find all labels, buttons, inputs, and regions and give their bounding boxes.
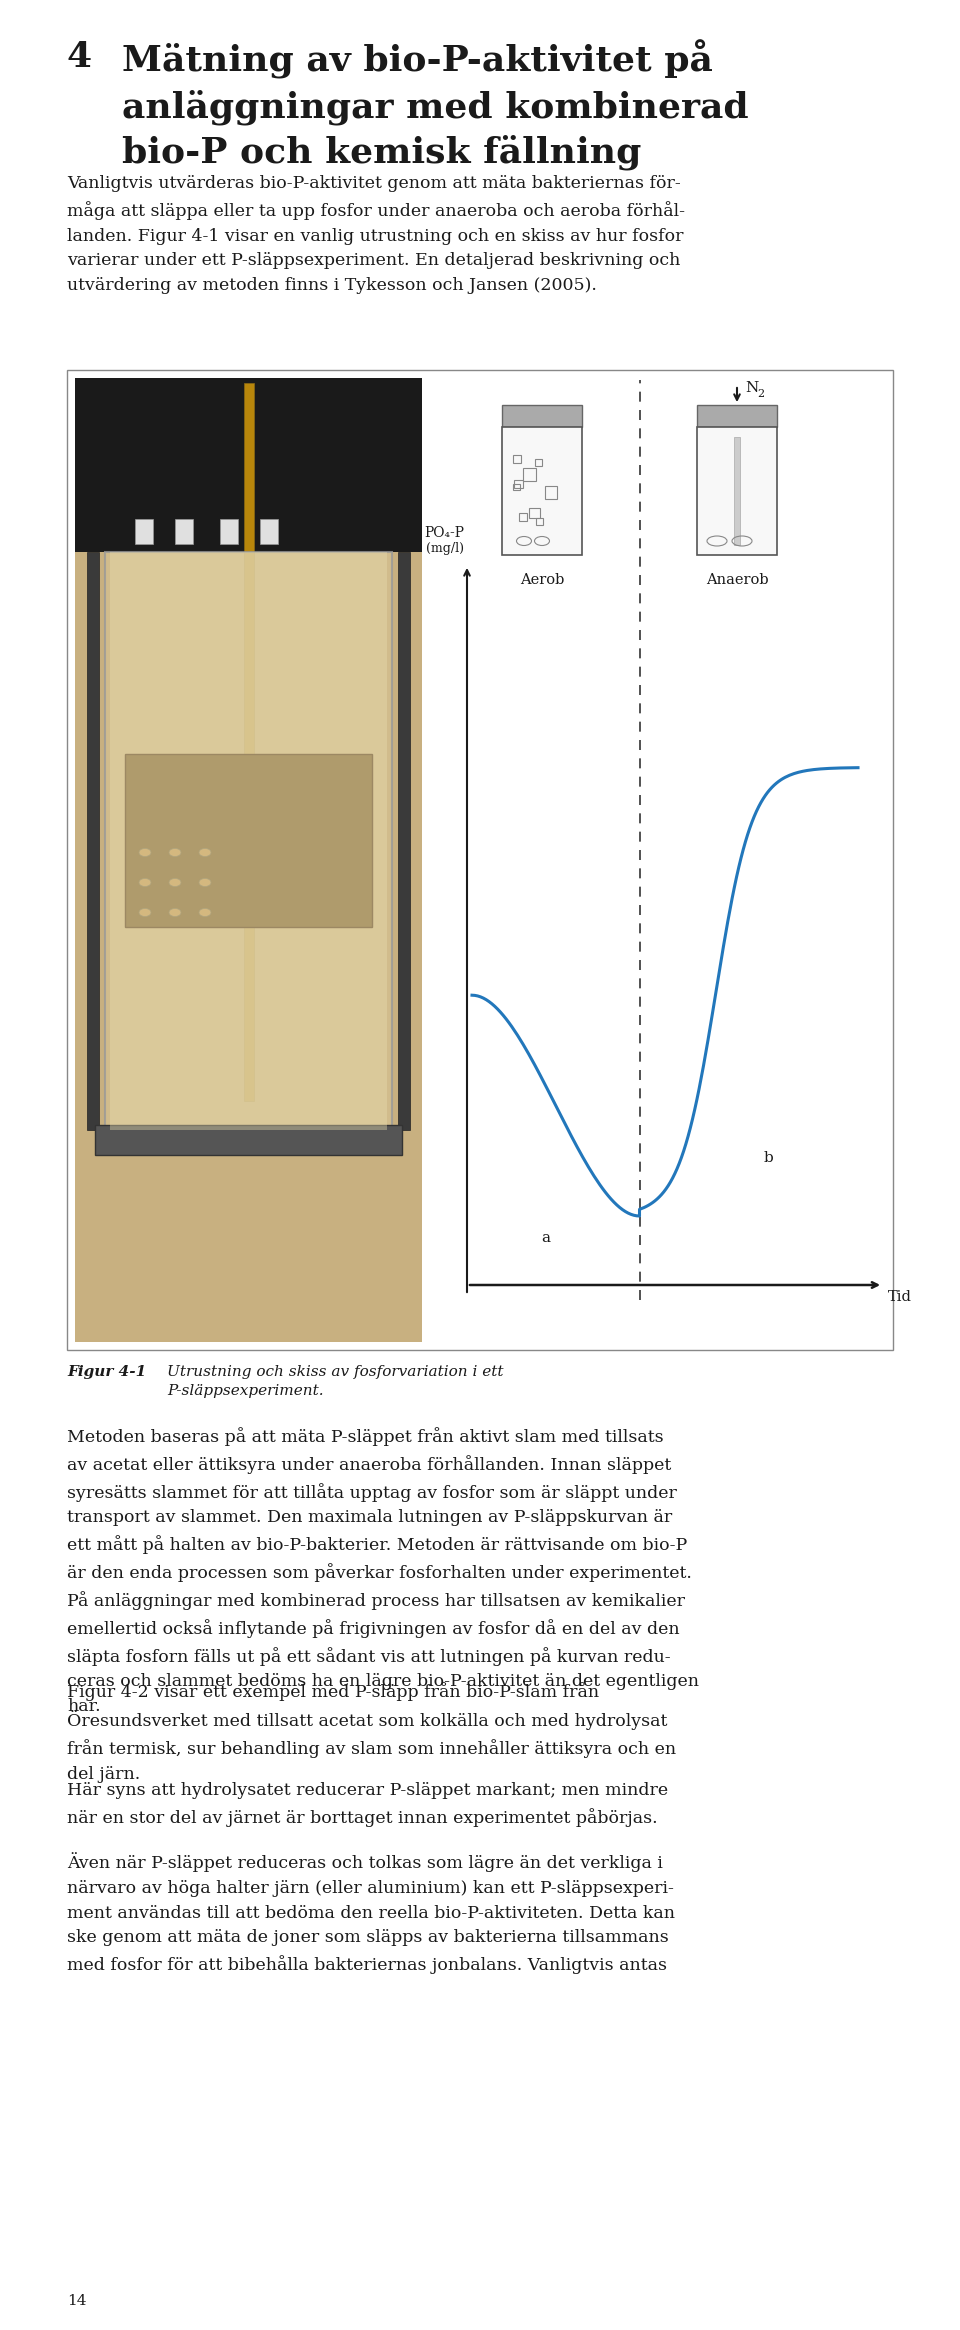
Text: N: N <box>745 382 758 396</box>
Text: PO₄-P: PO₄-P <box>424 527 464 541</box>
Bar <box>515 480 523 489</box>
Bar <box>125 755 372 927</box>
Bar <box>135 520 153 543</box>
Bar <box>75 377 422 552</box>
Bar <box>398 552 410 1130</box>
Ellipse shape <box>169 878 181 885</box>
Bar <box>75 377 422 1342</box>
Ellipse shape <box>199 878 211 885</box>
Text: Figur 4-2 visar ett exempel med P-släpp från bio-P-slam från
Öresundsverket med : Figur 4-2 visar ett exempel med P-släpp … <box>67 1682 676 1782</box>
Text: Aerob: Aerob <box>519 573 564 587</box>
Text: Mätning av bio-P-aktivitet på
anläggningar med kombinerad
bio-P och kemisk fälln: Mätning av bio-P-aktivitet på anläggning… <box>122 40 749 170</box>
Bar <box>244 382 253 1102</box>
Bar <box>175 520 193 543</box>
Bar <box>697 405 777 426</box>
Ellipse shape <box>139 878 151 885</box>
Bar <box>523 468 536 480</box>
Text: 14: 14 <box>67 2295 86 2309</box>
Bar <box>536 517 542 524</box>
Text: Anaerob: Anaerob <box>706 573 768 587</box>
Text: Tid: Tid <box>888 1291 912 1305</box>
Bar <box>220 520 238 543</box>
Bar <box>518 513 527 522</box>
Text: (mg/l): (mg/l) <box>426 543 464 555</box>
Bar <box>260 520 278 543</box>
Bar <box>514 485 519 489</box>
Bar <box>513 454 521 464</box>
Text: 2: 2 <box>757 389 764 398</box>
Text: P-släppsexperiment.: P-släppsexperiment. <box>167 1384 324 1398</box>
Bar <box>697 426 777 555</box>
Text: Här syns att hydrolysatet reducerar P-släppet markant; men mindre
när en stor de: Här syns att hydrolysatet reducerar P-sl… <box>67 1782 668 1827</box>
Bar <box>105 552 392 1130</box>
Bar <box>87 552 99 1130</box>
Text: Metoden baseras på att mäta P-släppet från aktivt slam med tillsats
av acetat el: Metoden baseras på att mäta P-släppet fr… <box>67 1426 699 1715</box>
Text: Även när P-släppet reduceras och tolkas som lägre än det verkliga i
närvaro av h: Även när P-släppet reduceras och tolkas … <box>67 1852 675 1974</box>
Ellipse shape <box>199 909 211 916</box>
Ellipse shape <box>169 909 181 916</box>
Text: b: b <box>764 1151 774 1165</box>
Ellipse shape <box>139 909 151 916</box>
Bar <box>529 508 540 517</box>
Ellipse shape <box>139 848 151 857</box>
Bar <box>502 405 582 426</box>
Text: 4: 4 <box>67 40 92 75</box>
Ellipse shape <box>169 848 181 857</box>
Text: Vanligtvis utvärderas bio-P-aktivitet genom att mäta bakteriernas för-
måga att : Vanligtvis utvärderas bio-P-aktivitet ge… <box>67 175 685 294</box>
Bar <box>67 370 893 1349</box>
Ellipse shape <box>199 848 211 857</box>
Bar <box>110 552 387 1130</box>
Text: Figur 4-1: Figur 4-1 <box>67 1365 146 1379</box>
Bar <box>95 1125 402 1156</box>
Text: a: a <box>541 1230 550 1244</box>
Text: Utrustning och skiss av fosforvariation i ett: Utrustning och skiss av fosforvariation … <box>167 1365 503 1379</box>
Bar <box>544 487 558 499</box>
Bar <box>536 459 542 466</box>
Bar <box>502 426 582 555</box>
Bar <box>734 438 740 545</box>
